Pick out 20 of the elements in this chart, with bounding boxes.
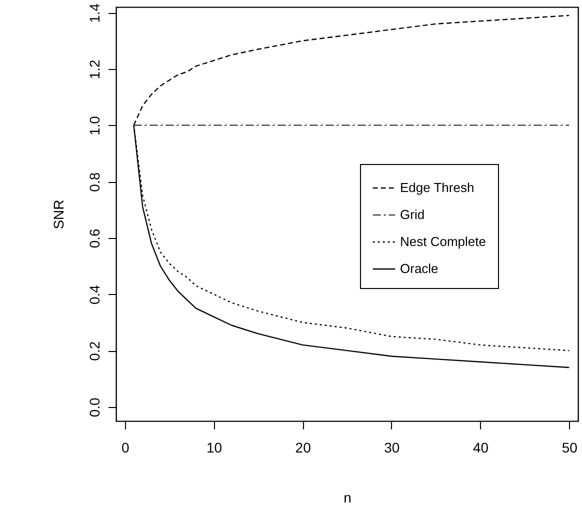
y-tick-label: 0.0 — [86, 397, 102, 418]
y-tick-label: 0.2 — [86, 341, 102, 361]
x-tick-label: 20 — [295, 440, 312, 456]
x-tick-label: 10 — [206, 440, 222, 456]
y-tick-label: 1.0 — [86, 116, 102, 136]
legend-label: Edge Thresh — [400, 180, 474, 195]
y-tick-label: 1.4 — [86, 3, 102, 23]
y-tick-label: 0.4 — [86, 284, 102, 304]
legend-label: Nest Complete — [400, 234, 486, 249]
y-tick-label: 0.6 — [86, 228, 102, 248]
x-tick-label: 0 — [121, 440, 130, 456]
x-tick-label: 40 — [472, 440, 489, 456]
y-tick-label: 0.8 — [86, 172, 102, 192]
legend-label: Grid — [400, 207, 425, 222]
legend-label: Oracle — [400, 261, 438, 276]
x-tick-label: 30 — [384, 440, 400, 456]
x-axis-title: n — [344, 490, 352, 506]
x-tick-label: 50 — [562, 440, 578, 456]
y-axis-title: SNR — [50, 200, 66, 230]
y-tick-label: 1.2 — [86, 60, 102, 80]
